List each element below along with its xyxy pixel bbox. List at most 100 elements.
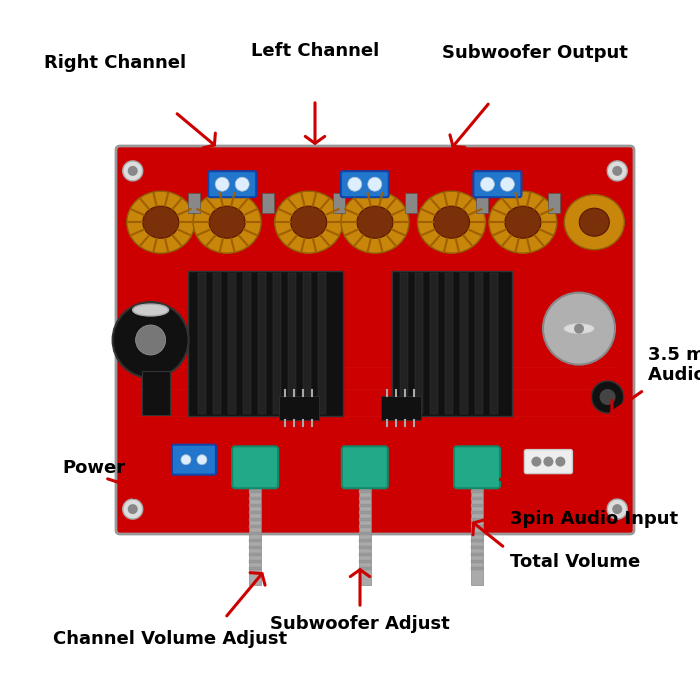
Bar: [249, 560, 261, 564]
Bar: [471, 490, 483, 493]
Bar: [430, 273, 438, 414]
Ellipse shape: [564, 195, 624, 250]
Bar: [471, 525, 483, 528]
Bar: [359, 497, 371, 500]
Circle shape: [122, 499, 143, 519]
Ellipse shape: [290, 206, 327, 238]
Bar: [359, 525, 371, 528]
Bar: [249, 525, 261, 528]
Text: Subwoofer Adjust: Subwoofer Adjust: [270, 615, 450, 633]
Bar: [228, 273, 236, 414]
Bar: [249, 518, 261, 522]
Circle shape: [531, 456, 541, 467]
Bar: [249, 546, 261, 550]
Circle shape: [235, 177, 249, 191]
FancyBboxPatch shape: [172, 444, 216, 475]
FancyBboxPatch shape: [473, 172, 522, 197]
Bar: [471, 546, 483, 550]
Bar: [444, 273, 452, 414]
Ellipse shape: [357, 206, 393, 238]
Bar: [471, 518, 483, 522]
FancyBboxPatch shape: [208, 172, 256, 197]
Bar: [471, 539, 483, 542]
Bar: [475, 273, 482, 414]
Ellipse shape: [341, 191, 409, 253]
Circle shape: [608, 161, 627, 181]
Bar: [262, 193, 274, 214]
Circle shape: [127, 166, 138, 176]
Bar: [188, 272, 343, 416]
Bar: [471, 497, 483, 500]
FancyBboxPatch shape: [454, 447, 500, 489]
Bar: [249, 539, 261, 542]
Bar: [359, 539, 371, 542]
Bar: [459, 273, 468, 414]
Bar: [359, 511, 371, 514]
Text: Subwoofer Output: Subwoofer Output: [442, 44, 628, 62]
Bar: [141, 371, 169, 415]
FancyBboxPatch shape: [342, 447, 388, 489]
Circle shape: [136, 325, 166, 355]
Text: Total Volume: Total Volume: [510, 553, 640, 571]
Bar: [359, 485, 371, 585]
Text: 3pin Audio Input: 3pin Audio Input: [510, 510, 678, 528]
Bar: [476, 193, 488, 214]
Bar: [359, 490, 371, 493]
Circle shape: [592, 381, 624, 413]
Circle shape: [368, 177, 382, 191]
Bar: [381, 396, 421, 421]
Circle shape: [348, 177, 362, 191]
Ellipse shape: [127, 191, 195, 253]
Text: Power: Power: [62, 459, 125, 477]
Circle shape: [197, 455, 207, 465]
FancyBboxPatch shape: [524, 449, 573, 474]
Bar: [279, 396, 318, 421]
Text: Left Channel: Left Channel: [251, 42, 379, 60]
Bar: [249, 553, 261, 556]
Circle shape: [612, 166, 622, 176]
Circle shape: [500, 177, 514, 191]
Circle shape: [600, 389, 615, 405]
Circle shape: [543, 293, 615, 365]
Circle shape: [122, 161, 143, 181]
Bar: [303, 273, 311, 414]
Bar: [405, 193, 416, 214]
Bar: [359, 560, 371, 564]
Circle shape: [113, 302, 188, 378]
Bar: [249, 497, 261, 500]
Circle shape: [480, 177, 494, 191]
Bar: [547, 193, 559, 214]
Circle shape: [127, 504, 138, 514]
Circle shape: [608, 499, 627, 519]
Bar: [249, 504, 261, 508]
Ellipse shape: [209, 206, 245, 238]
Ellipse shape: [564, 323, 594, 334]
Bar: [391, 272, 512, 416]
Bar: [318, 273, 326, 414]
Bar: [198, 273, 206, 414]
Circle shape: [574, 323, 584, 334]
Circle shape: [612, 504, 622, 514]
Ellipse shape: [580, 208, 609, 236]
Text: Channel Volume Adjust: Channel Volume Adjust: [53, 630, 287, 648]
Bar: [249, 511, 261, 514]
FancyBboxPatch shape: [116, 146, 634, 534]
Bar: [359, 504, 371, 508]
Bar: [213, 273, 221, 414]
Circle shape: [215, 177, 229, 191]
Text: 3.5 mm
Audio Input: 3.5 mm Audio Input: [648, 346, 700, 384]
Bar: [359, 518, 371, 522]
Bar: [471, 553, 483, 556]
Bar: [243, 273, 251, 414]
Bar: [258, 273, 266, 414]
Circle shape: [543, 456, 554, 467]
Ellipse shape: [489, 191, 557, 253]
Bar: [359, 567, 371, 570]
Bar: [471, 504, 483, 508]
Bar: [471, 567, 483, 570]
Bar: [249, 490, 261, 493]
Bar: [188, 193, 200, 214]
Text: Right Channel: Right Channel: [44, 54, 186, 72]
Bar: [359, 546, 371, 550]
Bar: [359, 553, 371, 556]
